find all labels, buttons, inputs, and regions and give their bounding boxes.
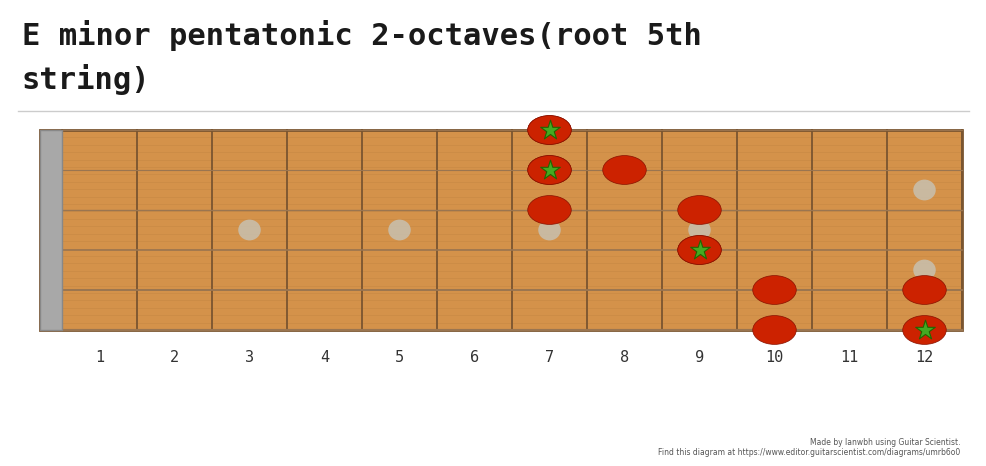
Ellipse shape [912,260,935,281]
Ellipse shape [752,315,796,344]
Text: string): string) [22,64,151,95]
Ellipse shape [677,236,721,264]
Text: 6: 6 [469,350,478,365]
Ellipse shape [912,179,935,200]
FancyBboxPatch shape [40,130,961,330]
Text: Made by lanwbh using Guitar Scientist.
Find this diagram at https://www.editor.g: Made by lanwbh using Guitar Scientist. F… [657,438,959,457]
Ellipse shape [602,156,646,185]
Ellipse shape [238,219,260,240]
Ellipse shape [528,116,571,144]
Ellipse shape [528,156,571,185]
Point [691,246,707,254]
Ellipse shape [902,275,946,304]
Point [541,166,557,174]
Point [541,126,557,134]
Ellipse shape [537,219,560,240]
Ellipse shape [677,236,721,264]
Text: 8: 8 [619,350,628,365]
Text: 2: 2 [170,350,178,365]
Text: 7: 7 [544,350,553,365]
Text: 10: 10 [764,350,783,365]
Text: 11: 11 [839,350,858,365]
Ellipse shape [902,315,946,344]
Ellipse shape [387,219,410,240]
Ellipse shape [687,219,710,240]
Text: 1: 1 [95,350,104,365]
Ellipse shape [528,116,571,144]
Ellipse shape [528,156,571,185]
Point [916,326,932,334]
Text: 9: 9 [694,350,703,365]
Ellipse shape [677,196,721,225]
Text: 3: 3 [245,350,253,365]
Text: E minor pentatonic 2-octaves(root 5th: E minor pentatonic 2-octaves(root 5th [22,20,701,51]
Text: 12: 12 [914,350,933,365]
Text: 4: 4 [319,350,328,365]
Ellipse shape [528,196,571,225]
Text: 5: 5 [394,350,403,365]
FancyBboxPatch shape [40,130,62,330]
Ellipse shape [752,275,796,304]
